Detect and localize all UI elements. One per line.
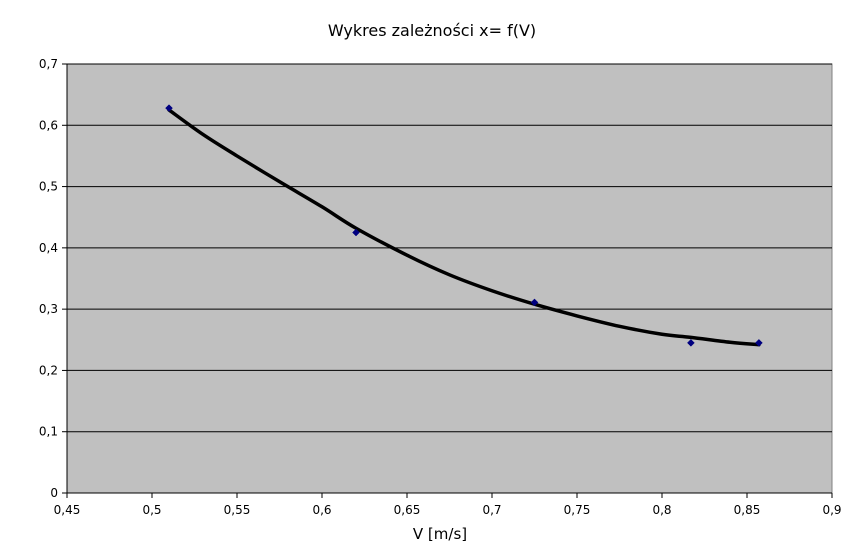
data-points [165, 104, 763, 347]
y-axis: 0 0,1 0,2 0,3 0,4 0,5 0,6 0,7 [39, 57, 68, 500]
x-tick-label-5: 0,7 [482, 503, 501, 517]
x-tick-label-2: 0,55 [224, 503, 251, 517]
y-tick-label-4: 0,4 [39, 241, 58, 255]
data-point-2 [530, 298, 539, 307]
x-tick-label-3: 0,6 [312, 503, 331, 517]
x-tick-label-4: 0,65 [394, 503, 421, 517]
x-tick-label-7: 0,8 [652, 503, 671, 517]
y-tick-label-0: 0 [50, 486, 58, 500]
x-axis: 0,45 0,5 0,55 0,6 0,65 0,7 0,75 0,8 0,85 0,9 [54, 492, 842, 517]
x-tick-label-0: 0,45 [54, 503, 81, 517]
plot-background [66, 63, 833, 494]
data-point-1 [352, 228, 360, 237]
y-tick-label-3: 0,3 [39, 302, 58, 316]
y-tick-label-5: 0,5 [39, 180, 58, 194]
y-tick-label-7: 0,7 [39, 57, 58, 71]
x-tick-label-6: 0,75 [564, 503, 591, 517]
x-tick-label-9: 0,9 [822, 503, 841, 517]
y-tick-label-2: 0,2 [39, 363, 58, 377]
x-axis-title: V [m/s] [413, 525, 467, 543]
y-tick-label-1: 0,1 [39, 425, 58, 439]
trendline [167, 108, 761, 347]
x-tick-label-8: 0,85 [734, 503, 761, 517]
chart-title: Wykres zależności x= f(V) [328, 21, 536, 40]
data-point-3 [687, 338, 695, 347]
data-point-0 [165, 104, 173, 112]
plot-area [66, 63, 833, 494]
grid-lines [67, 63, 832, 433]
trendline-group [167, 108, 761, 347]
data-point-4 [755, 338, 763, 347]
y-tick-label-6: 0,6 [39, 118, 58, 132]
x-tick-label-1: 0,5 [142, 503, 161, 517]
